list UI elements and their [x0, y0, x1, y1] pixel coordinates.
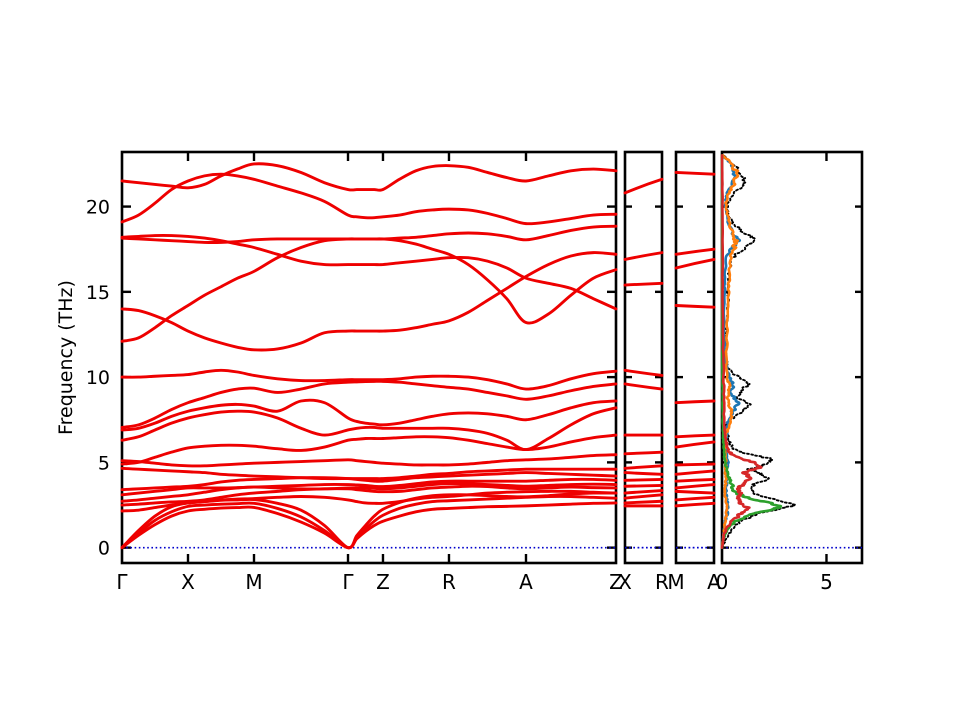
- dos-curve-series4: [720, 154, 763, 549]
- main-band-panel-frame: [120, 150, 618, 565]
- dos-curve-series3: [720, 154, 783, 549]
- dos-curve-total: [721, 154, 797, 549]
- y-tick-label: 15: [86, 282, 110, 304]
- band-curve: [674, 495, 716, 502]
- band-curve: [120, 477, 618, 497]
- band-curve: [674, 433, 716, 439]
- band-curve: [674, 247, 716, 256]
- band-curve: [623, 477, 664, 482]
- dos-x-tick-label: 0: [716, 570, 729, 594]
- band-curve: [674, 304, 716, 309]
- band-curve: [674, 477, 716, 483]
- band-curve: [120, 224, 618, 244]
- band-curve: [623, 464, 664, 470]
- y-axis-label-group: Frequency (THz): [55, 280, 77, 435]
- band-curve: [674, 501, 716, 508]
- band-curve: [120, 162, 618, 192]
- dos-curve-series2: [720, 154, 740, 549]
- band-curve: [120, 379, 618, 429]
- x-tick-label: A: [707, 570, 721, 594]
- dos-x-tick-label: 5: [820, 570, 833, 594]
- y-axis-ticks-group: 0 5 10 15 20: [86, 197, 862, 560]
- band-curve: [120, 466, 618, 481]
- band-curve: [120, 406, 618, 452]
- band-curve: [674, 483, 716, 490]
- x-tick-label: Γ: [342, 570, 354, 594]
- band-curve: [623, 251, 664, 261]
- band-curve: [674, 440, 716, 449]
- y-axis-label: Frequency (THz): [55, 280, 77, 435]
- band-curve: [674, 469, 716, 476]
- band-curve: [623, 382, 664, 391]
- band-curve: [674, 399, 716, 405]
- band-curve: [623, 493, 664, 500]
- band-curve: [674, 462, 716, 467]
- band-curve: [120, 484, 618, 507]
- band-curve: [120, 251, 618, 352]
- x-tick-label: R: [442, 570, 456, 594]
- band-curve: [623, 450, 664, 456]
- band-curve: [120, 433, 618, 466]
- band-curve: [623, 368, 664, 377]
- band-curve: [120, 368, 618, 391]
- y-tick-label: 5: [98, 452, 110, 474]
- x-tick-label: Z: [376, 570, 390, 594]
- band-curve: [623, 489, 664, 495]
- band-curve: [120, 501, 618, 550]
- band-curve: [623, 499, 664, 505]
- x-tick-label: X: [181, 570, 195, 594]
- x-tick-label: A: [519, 570, 533, 594]
- band-curve: [120, 482, 618, 503]
- y-tick-label: 10: [86, 367, 110, 389]
- y-tick-label: 20: [86, 197, 110, 219]
- panel-x-r-frame: [623, 150, 664, 565]
- band-curve: [120, 453, 618, 468]
- band-curve: [623, 177, 664, 195]
- x-tick-label: R: [655, 570, 669, 594]
- x-tick-label: Z: [609, 570, 623, 594]
- panel-m-a-frame: [674, 150, 716, 565]
- x-tick-label: M: [667, 570, 684, 594]
- band-curve: [120, 489, 618, 513]
- band-curve: [674, 171, 716, 176]
- x-tick-label: M: [245, 570, 262, 594]
- band-curve: [120, 172, 618, 226]
- band-curve: [120, 471, 618, 492]
- x-tick-label: Γ: [116, 570, 128, 594]
- band-curve: [623, 471, 664, 476]
- band-curve: [674, 489, 716, 495]
- band-curve: [623, 483, 664, 488]
- band-curve: [120, 234, 618, 311]
- x-tick-label: X: [618, 570, 632, 594]
- y-tick-label: 0: [98, 538, 110, 560]
- band-curve: [120, 398, 618, 432]
- band-curve: [623, 281, 664, 287]
- band-curve: [674, 257, 716, 270]
